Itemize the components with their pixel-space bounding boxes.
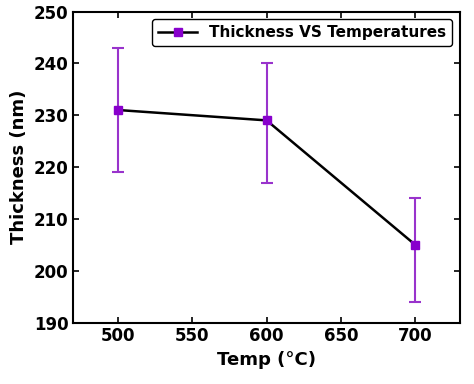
- Y-axis label: Thickness (nm): Thickness (nm): [10, 90, 28, 244]
- X-axis label: Temp (°C): Temp (°C): [217, 351, 316, 369]
- Legend: Thickness VS Temperatures: Thickness VS Temperatures: [152, 19, 452, 46]
